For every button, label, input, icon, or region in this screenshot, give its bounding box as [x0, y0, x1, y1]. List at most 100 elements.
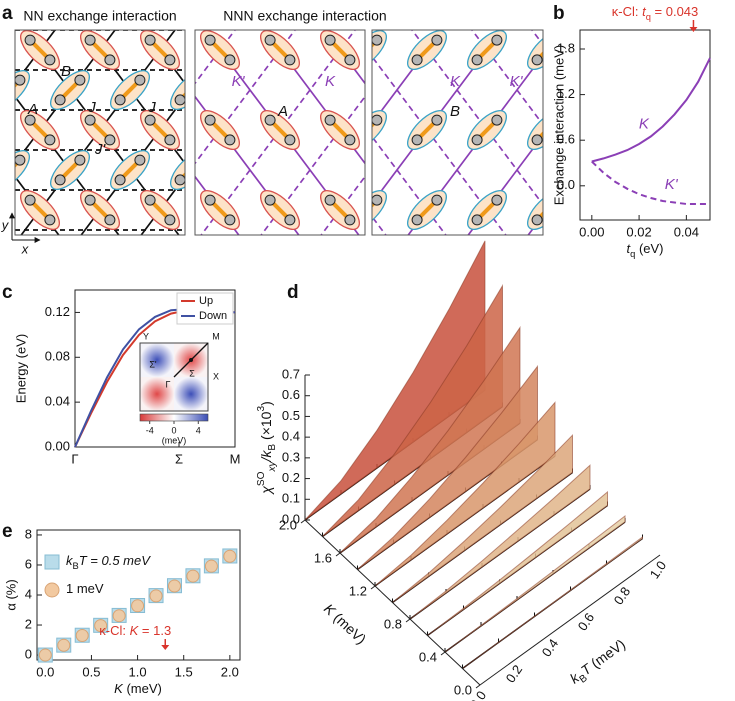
- y-tick-label: 0.6: [557, 132, 575, 147]
- panel-label: e: [2, 521, 13, 542]
- panel-label: b: [553, 3, 565, 24]
- y-tick-label: 0.0: [282, 511, 300, 526]
- site: [344, 54, 356, 66]
- marker: [38, 648, 52, 662]
- site: [114, 94, 126, 106]
- dimer: [467, 190, 507, 230]
- site: [284, 54, 296, 66]
- marker: [112, 609, 126, 623]
- annotation-part: = 0.043: [651, 4, 698, 19]
- z-tick-label: 1.6: [314, 550, 332, 565]
- dimer: [200, 30, 240, 70]
- site: [204, 194, 216, 206]
- site: [284, 134, 296, 146]
- dimer: [110, 150, 150, 190]
- marker: [167, 579, 181, 593]
- site: [344, 214, 356, 226]
- y-tick-label: 4: [25, 586, 32, 601]
- y-axis-label-part: χ: [258, 486, 274, 496]
- z-tick: [300, 519, 306, 524]
- dimer: [527, 30, 543, 70]
- y-tick-label: 6: [25, 556, 32, 571]
- y-tick-label: 8: [25, 526, 32, 541]
- site: [44, 54, 56, 66]
- y-axis-label-part: B: [267, 444, 278, 451]
- legend-label-part: B: [73, 561, 79, 571]
- annotation-part: q: [646, 12, 651, 22]
- dimer: [527, 190, 543, 230]
- dimer: [80, 30, 120, 70]
- x-axis-label-part: (meV): [585, 636, 628, 674]
- marker: [223, 549, 237, 563]
- site: [44, 214, 56, 226]
- site: [84, 34, 96, 46]
- colorbar-tick-label: -4: [146, 425, 154, 435]
- dimer: [260, 190, 300, 230]
- site: [344, 134, 356, 146]
- y-tick-label: 0.2: [282, 470, 300, 485]
- line-series: [591, 57, 711, 163]
- site: [204, 34, 216, 46]
- y-tick-label: 0.04: [45, 394, 70, 409]
- bond-label: J: [147, 99, 156, 116]
- site: [54, 94, 66, 106]
- inset-label: M: [212, 331, 220, 341]
- inset-label: Y: [143, 331, 149, 341]
- dimer-ellipse: [15, 150, 30, 190]
- colorbar-tick-label: 0: [171, 425, 176, 435]
- site: [164, 214, 176, 226]
- z-axis-label: K (meV): [321, 600, 369, 647]
- dimer: [0, 105, 5, 156]
- y-tick-label: 0.7: [282, 366, 300, 381]
- site: [144, 194, 156, 206]
- site: [104, 54, 116, 66]
- dimer: [80, 190, 120, 230]
- site: [164, 134, 176, 146]
- dimer: [20, 110, 60, 150]
- dimer: [140, 30, 180, 70]
- y-tick-label: 1.2: [557, 86, 575, 101]
- site: [264, 114, 276, 126]
- site: [531, 134, 543, 146]
- inset-label: Σ: [189, 368, 195, 378]
- x-tick-label: 1.5: [175, 664, 193, 679]
- y-tick-label: 0.12: [45, 304, 70, 319]
- dimer: [407, 30, 447, 70]
- bond: [467, 133, 543, 235]
- site: [84, 194, 96, 206]
- dimer: [527, 110, 543, 150]
- site: [134, 154, 146, 166]
- bond-label: J: [87, 99, 96, 116]
- x-tick-label: 0.0: [36, 664, 54, 679]
- y-axis-label: Energy (eV): [13, 334, 28, 403]
- x-tick-label: 0.04: [674, 224, 699, 239]
- site: [54, 174, 66, 186]
- legend-label: kBT = 0.5 meV: [66, 553, 151, 571]
- site: [114, 174, 126, 186]
- dimer: [320, 190, 360, 230]
- y-tick-label: 0.4: [282, 429, 300, 444]
- inset-label: X: [213, 371, 219, 381]
- inset-point: [189, 358, 193, 362]
- site: [431, 34, 443, 46]
- y-axis-label-part: 3: [256, 406, 267, 412]
- annotation-part: = 1.3: [138, 623, 171, 638]
- site: [253, 73, 267, 87]
- dimer: [407, 190, 447, 230]
- dimer-bond: [390, 120, 410, 140]
- x-axis-label: tq (eV): [627, 241, 664, 259]
- dimer: [320, 110, 360, 150]
- y-tick-label: 0.00: [45, 438, 70, 453]
- marker: [57, 638, 71, 652]
- dimer-ellipse: [582, 25, 633, 76]
- diagram-title: NN exchange interaction: [23, 8, 176, 24]
- dimer-bond: [390, 40, 410, 60]
- plot-frame: [74, 289, 236, 448]
- site: [104, 134, 116, 146]
- site: [174, 94, 185, 106]
- site: [15, 74, 26, 86]
- site: [264, 194, 276, 206]
- site: [610, 193, 624, 207]
- bond: [307, 0, 735, 450]
- inset-label: Γ: [166, 379, 171, 389]
